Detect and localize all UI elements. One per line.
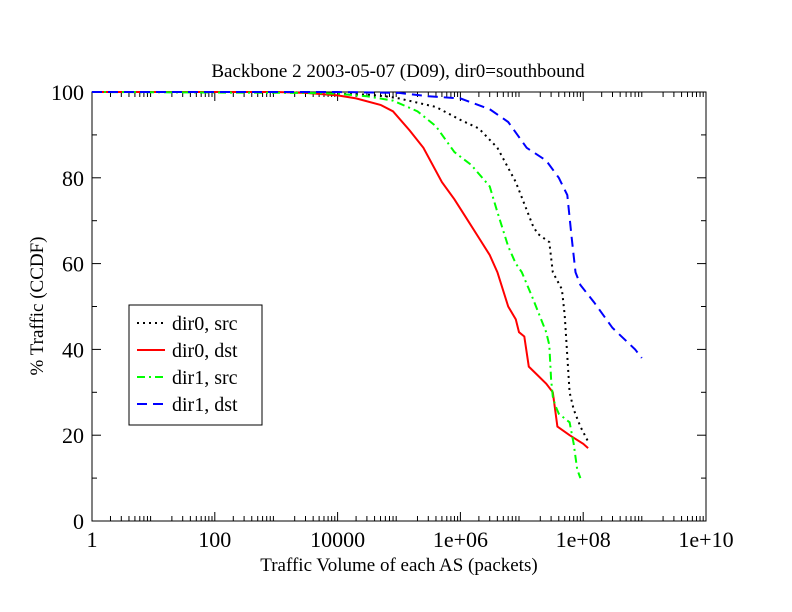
y-axis-label: % Traffic (CCDF): [27, 237, 48, 376]
x-tick-label: 1: [87, 527, 98, 552]
chart-title: Backbone 2 2003-05-07 (D09), dir0=southb…: [211, 61, 585, 82]
x-tick-label: 1e+10: [678, 527, 733, 552]
series-line-dir0-src: [92, 91, 589, 443]
x-axis-label: Traffic Volume of each AS (packets): [260, 555, 537, 576]
y-tick-label: 60: [62, 252, 84, 277]
y-tick-label: 100: [51, 80, 84, 105]
x-tick-label: 100: [198, 527, 231, 552]
y-axis-ticks: 0 20 40 60 80 100: [51, 80, 706, 534]
series-line-dir1-src: [91, 91, 582, 479]
series-layer: [91, 91, 643, 479]
legend-label-dir0-src: dir0, src: [172, 313, 238, 335]
x-tick-label: 1e+06: [433, 527, 488, 552]
legend-label-dir0-dst: dir0, dst: [172, 340, 238, 362]
y-tick-label: 40: [62, 337, 84, 362]
legend-box: [128, 304, 263, 426]
legend-label-dir1-dst: dir1, dst: [172, 394, 238, 416]
legend-label-dir1-src: dir1, src: [172, 367, 238, 389]
x-tick-label: 1e+08: [556, 527, 611, 552]
y-tick-label: 0: [73, 509, 84, 534]
x-axis-ticks: 1 100 10000 1e+06 1e+08 1e+10: [87, 92, 734, 552]
series-line-dir1-dst: [92, 91, 643, 359]
legend: dir0, src dir0, dst dir1, src dir1, dst: [128, 304, 263, 426]
series-line-dir0-dst: [92, 91, 589, 449]
y-tick-label: 80: [62, 166, 84, 191]
y-tick-label: 20: [62, 423, 84, 448]
x-tick-label: 10000: [310, 527, 365, 552]
